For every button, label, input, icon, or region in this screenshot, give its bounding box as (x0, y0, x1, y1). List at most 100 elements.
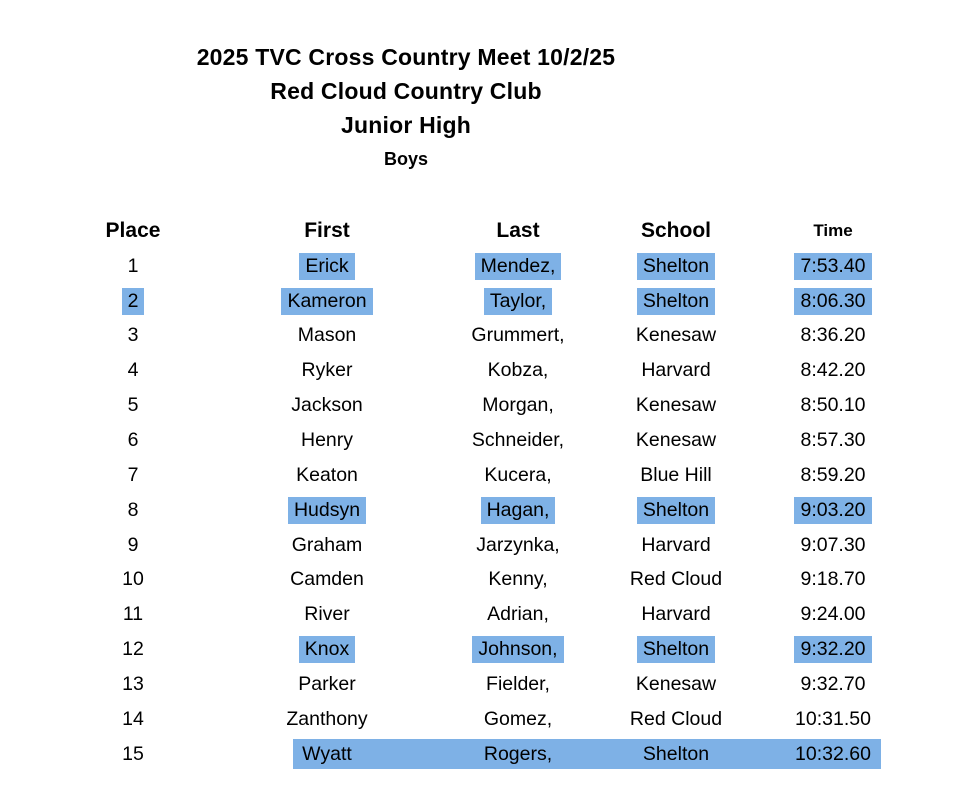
cell-place-value: 5 (127, 394, 139, 417)
cell-school-value: Kenesaw (635, 324, 717, 347)
cell-time: 9:32.20 (794, 636, 872, 664)
cell-time-value: 8:36.20 (800, 324, 866, 347)
cell-last: Schneider, (472, 427, 564, 454)
cell-first-value: Zanthony (286, 707, 368, 730)
cell-last-value: Adrian, (487, 603, 549, 626)
cell-place-value: 14 (122, 707, 144, 730)
cell-first-value: Wyatt (302, 742, 352, 765)
cell-first-value: Parker (298, 672, 356, 695)
cell-first: River (171, 601, 483, 628)
cell-first-value: Kameron (281, 287, 373, 315)
cell-school-value: Blue Hill (640, 463, 712, 486)
cell-last: Fielder, (483, 671, 553, 698)
cell-place-value: 4 (127, 359, 139, 382)
cell-first: Ryker (171, 357, 483, 384)
cell-place-value: 1 (127, 254, 139, 277)
cell-last: Kucera, (483, 462, 553, 489)
cell-first: Kameron (171, 287, 483, 315)
column-header-time: Time (813, 221, 853, 241)
table-row: 9 Graham Jarzynka, Harvard 9:07.30 (95, 528, 885, 563)
cell-time: 8:36.20 (799, 322, 867, 349)
cell-time: 9:32.70 (799, 671, 867, 698)
cell-time-value: 8:59.20 (800, 463, 866, 486)
cell-last-value: Mendez, (474, 252, 562, 280)
cell-school: Shelton (553, 252, 799, 280)
cell-last: Jarzynka, (476, 532, 559, 559)
cell-place: 6 (95, 427, 171, 454)
cell-last-value: Hagan, (480, 496, 556, 524)
cell-school: Harvard (553, 532, 799, 559)
venue-title: Red Cloud Country Club (270, 78, 542, 104)
division-title: Junior High (341, 112, 471, 138)
cell-last-value: Rogers, (483, 742, 553, 765)
cell-time: 8:50.10 (799, 392, 867, 419)
cell-school: Red Cloud (553, 566, 799, 593)
cell-first-value: Mason (297, 324, 357, 347)
cell-first: Knox (171, 636, 483, 664)
meet-title: 2025 TVC Cross Country Meet 10/2/25 (196, 44, 616, 70)
cell-last: Johnson, (472, 636, 564, 664)
cell-first: Zanthony (171, 706, 483, 733)
cell-school: Kenesaw (553, 427, 799, 454)
cell-time-value: 7:53.40 (794, 252, 872, 280)
cell-first: Jackson (171, 392, 483, 419)
document-header: 2025 TVC Cross Country Meet 10/2/25 Red … (0, 0, 812, 176)
cell-first: Henry (171, 427, 483, 454)
cell-last-value: Taylor, (483, 287, 553, 315)
cell-school: Shelton (553, 636, 799, 664)
table-row: 1 Erick Mendez, Shelton 7:53.40 (95, 249, 885, 284)
cell-time: 10:31.50 (795, 706, 871, 733)
cell-place: 10 (95, 566, 171, 593)
table-row: 12 Knox Johnson, Shelton 9:32.20 (95, 632, 885, 667)
cell-first: Mason (171, 322, 483, 349)
table-body: 1 Erick Mendez, Shelton 7:53.40 2 Kameron Taylo… (95, 249, 885, 772)
cell-last-value: Kobza, (487, 359, 549, 382)
cell-place: 14 (95, 706, 171, 733)
table-row: 6 Henry Schneider, Kenesaw 8:57.30 (95, 423, 885, 458)
cell-place: 8 (95, 497, 171, 524)
cell-place-value: 3 (127, 324, 139, 347)
cell-school-value: Shelton (636, 252, 716, 280)
cell-place: 7 (95, 462, 171, 489)
cell-first-value: Camden (290, 568, 364, 591)
cell-school: Blue Hill (553, 462, 799, 489)
cell-first: Graham (171, 532, 483, 559)
table-row: 14 Zanthony Gomez, Red Cloud 10:31.50 (95, 702, 885, 737)
cell-place-value: 2 (121, 287, 145, 315)
cell-time: 9:18.70 (799, 566, 867, 593)
cell-school-value: Harvard (641, 533, 711, 556)
cell-first: Parker (171, 671, 483, 698)
table-row: 11 River Adrian, Harvard 9:24.00 (95, 597, 885, 632)
cell-time-value: 9:32.70 (800, 672, 866, 695)
cell-school-value: Shelton (642, 742, 710, 765)
table-row: 8 Hudsyn Hagan, Shelton 9:03.20 (95, 493, 885, 528)
cell-last-value: Kenny, (488, 568, 548, 591)
cell-last-value: Grummert, (471, 324, 565, 347)
cell-school-value: Harvard (641, 359, 711, 382)
column-header-first: First (304, 219, 350, 243)
cell-time-value: 9:18.70 (800, 568, 866, 591)
cell-last-value: Schneider, (471, 428, 565, 451)
cell-place: 5 (95, 392, 171, 419)
cell-last: Kenny, (483, 566, 553, 593)
column-header-place: Place (105, 219, 161, 243)
cell-time-value: 10:32.60 (795, 742, 871, 765)
cell-school: Shelton (553, 287, 799, 315)
cell-place: 13 (95, 671, 171, 698)
cell-school-value: Red Cloud (629, 568, 723, 591)
cell-last-value: Kucera, (484, 463, 552, 486)
cell-place: 12 (95, 636, 171, 663)
table-row: 5 Jackson Morgan, Kenesaw 8:50.10 (95, 388, 885, 423)
cell-last: Adrian, (483, 601, 553, 628)
column-header-school: School (640, 219, 711, 243)
cell-first-value: Keaton (296, 463, 358, 486)
cell-time: 9:07.30 (799, 532, 867, 559)
cell-last: Kobza, (483, 357, 553, 384)
row-highlight-band (293, 738, 881, 769)
cell-place: 3 (95, 322, 171, 349)
results-table: Place First Last School Time 1 Erick Mende… (95, 214, 885, 772)
cell-first: Erick (171, 252, 483, 280)
cell-last: Taylor, (483, 287, 553, 315)
table-row: 15 Wyatt Rogers, Shelton 10:32.60 (95, 737, 885, 772)
column-header-last: Last (496, 219, 540, 243)
